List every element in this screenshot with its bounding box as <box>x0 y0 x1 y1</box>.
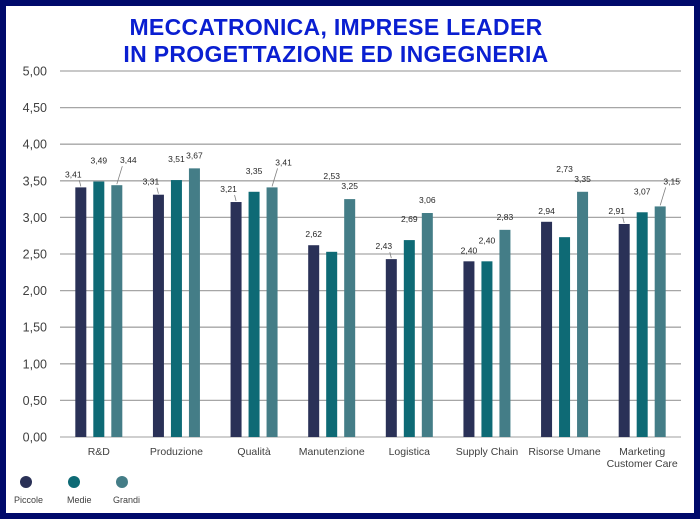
value-label: 3,25 <box>341 181 358 191</box>
x-tick-label: Logistica <box>389 446 431 458</box>
value-label: 3,15 <box>663 176 680 186</box>
value-label: 2,73 <box>556 164 573 174</box>
chart-title: MECCATRONICA, IMPRESE LEADER IN PROGETTA… <box>6 14 666 68</box>
bar <box>93 181 105 437</box>
value-label: 2,91 <box>608 206 625 216</box>
bar <box>654 206 666 437</box>
bar <box>230 202 242 437</box>
x-tick-label: Customer Care <box>607 458 678 470</box>
value-label: 2,43 <box>376 241 393 251</box>
leader-line <box>271 168 278 187</box>
value-label: 2,40 <box>461 245 478 255</box>
bar <box>559 237 571 437</box>
x-tick-label: Supply Chain <box>456 446 519 458</box>
bar <box>577 191 589 437</box>
value-label: 3,35 <box>574 174 591 184</box>
value-label: 3,06 <box>419 195 436 205</box>
bar <box>75 187 87 437</box>
value-labels: 3,41 3,49 3,44 3,31 3,51 3,67 3,21 3,35 3,41 2,62… <box>65 150 680 255</box>
value-label: 3,21 <box>220 184 237 194</box>
y-tick-label: 2,50 <box>23 248 47 262</box>
value-label: 3,51 <box>168 154 185 164</box>
bars <box>75 168 666 437</box>
bar <box>344 199 356 437</box>
x-tick-label: R&D <box>88 446 111 458</box>
bar <box>188 168 200 437</box>
y-tick-label: 3,00 <box>23 211 47 225</box>
value-label: 3,35 <box>246 166 263 176</box>
leader-line <box>116 166 123 185</box>
leader-line <box>389 252 392 259</box>
legend-label-grandi: Grandi <box>113 495 141 505</box>
value-label: 2,62 <box>305 229 322 239</box>
x-tick-label: Manutenzione <box>299 446 365 458</box>
y-tick-label: 2,00 <box>23 284 47 298</box>
leader-lines <box>78 166 667 259</box>
legend-item-medie: Medie <box>62 476 122 506</box>
x-tick-label: Risorse Umane <box>528 446 601 458</box>
legend-item-grandi: Grandi <box>108 476 168 506</box>
leader-line <box>622 216 625 224</box>
y-axis: 0,00 0,50 1,00 1,50 2,00 2,50 3,00 3,50 4,00 4,50… <box>23 65 47 445</box>
bar <box>111 185 123 437</box>
bar <box>326 251 338 437</box>
bar <box>636 212 648 437</box>
bar <box>308 245 320 437</box>
legend-item-piccole: Piccole <box>14 476 74 506</box>
bar <box>463 261 475 437</box>
bar <box>618 223 630 437</box>
y-tick-label: 0,50 <box>23 394 47 408</box>
bar <box>266 187 278 437</box>
chart-title-line-1: MECCATRONICA, IMPRESE LEADER <box>129 14 543 40</box>
bar <box>541 221 553 437</box>
value-label: 2,40 <box>479 235 496 245</box>
y-tick-label: 5,00 <box>23 65 47 79</box>
legend-swatch-piccole <box>20 476 32 488</box>
bar <box>170 180 182 437</box>
x-axis: R&D Produzione Qualità Manutenzione Logistic… <box>88 446 678 470</box>
chart-title-line-2: IN PROGETTAZIONE ED INGEGNERIA <box>123 41 549 67</box>
leader-line <box>156 187 159 194</box>
y-tick-label: 1,00 <box>23 357 47 371</box>
value-label: 3,41 <box>275 157 292 167</box>
value-label: 3,41 <box>65 169 82 179</box>
bar <box>421 213 433 437</box>
value-label: 2,83 <box>497 212 514 222</box>
bar <box>152 194 164 437</box>
value-label: 2,94 <box>538 206 555 216</box>
legend-swatch-medie <box>68 476 80 488</box>
bar <box>481 261 493 437</box>
x-tick-label: Produzione <box>150 446 203 458</box>
y-tick-label: 4,50 <box>23 101 47 115</box>
legend-swatch-grandi <box>116 476 128 488</box>
y-tick-label: 1,50 <box>23 321 47 335</box>
bar <box>403 240 415 437</box>
y-tick-label: 0,00 <box>23 431 47 445</box>
y-tick-label: 3,50 <box>23 174 47 188</box>
legend: Piccole Medie Grandi <box>14 476 214 506</box>
bar <box>385 259 397 437</box>
value-label: 3,31 <box>143 177 160 187</box>
legend-label-piccole: Piccole <box>14 495 44 505</box>
value-label: 3,44 <box>120 155 137 165</box>
y-tick-label: 4,00 <box>23 138 47 152</box>
value-label: 2,69 <box>401 214 418 224</box>
value-label: 3,49 <box>91 156 108 166</box>
bar <box>499 229 511 437</box>
value-label: 3,67 <box>186 150 203 160</box>
bar <box>248 191 260 437</box>
leader-line <box>659 187 667 206</box>
value-label: 3,07 <box>634 186 651 196</box>
x-tick-label: Qualità <box>237 446 270 458</box>
value-label: 2,53 <box>323 171 340 181</box>
x-tick-label: Marketing <box>619 446 665 458</box>
leader-line <box>234 194 237 202</box>
leader-line <box>78 180 82 187</box>
legend-label-medie: Medie <box>67 495 92 505</box>
